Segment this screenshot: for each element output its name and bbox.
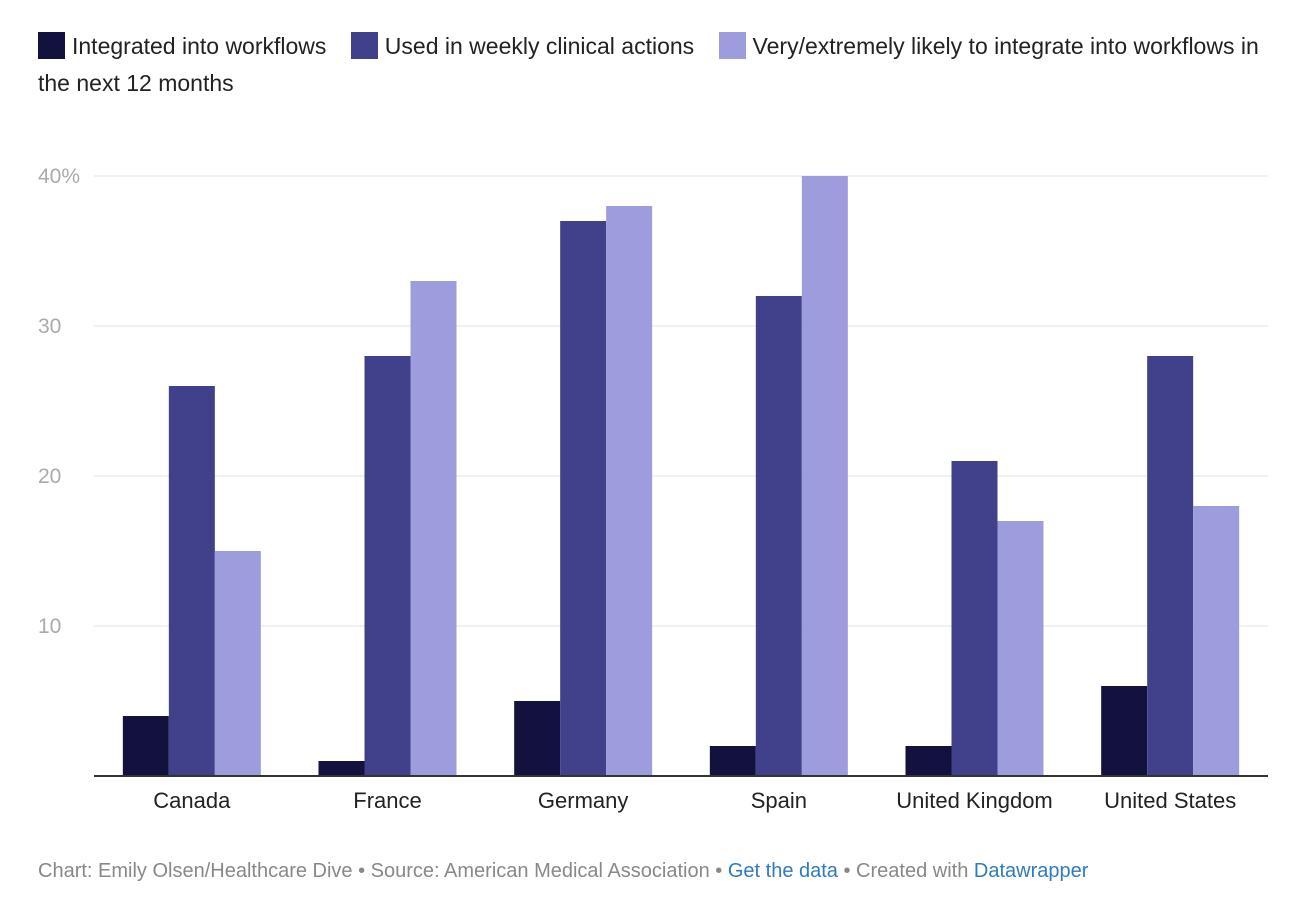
bar-united-states-series-1 xyxy=(1101,686,1148,776)
x-label-united-states: United States xyxy=(1104,788,1236,813)
legend-swatch-weekly xyxy=(350,32,378,59)
get-the-data-link[interactable]: Get the data xyxy=(727,860,838,882)
legend-swatch-likely xyxy=(718,32,746,59)
legend-item-weekly: Used in weekly clinical actions xyxy=(350,32,695,59)
footer-credit: Chart: Emily Olsen/Healthcare Dive • Sou… xyxy=(38,860,728,882)
bar-united-states-series-2 xyxy=(1147,356,1194,776)
bar-canada-series-1 xyxy=(122,716,169,776)
legend-swatch-integrated xyxy=(38,32,65,59)
y-tick-label-10: 10 xyxy=(38,615,61,638)
legend: Integrated into workflows Used in weekly… xyxy=(38,28,1268,102)
x-label-united-kingdom: United Kingdom xyxy=(896,788,1053,813)
legend-item-integrated: Integrated into workflows xyxy=(38,32,327,59)
chart-footer: Chart: Emily Olsen/Healthcare Dive • Sou… xyxy=(38,860,1088,883)
bar-united-kingdom-series-1 xyxy=(905,746,952,776)
bar-germany-series-2 xyxy=(560,221,607,776)
bar-germany-series-3 xyxy=(606,206,653,776)
y-tick-label-20: 20 xyxy=(38,465,61,488)
legend-label-integrated: Integrated into workflows xyxy=(72,33,327,59)
bar-spain-series-1 xyxy=(709,746,756,776)
bar-chart: 10 20 30 40% Canada France Germany Spain United … xyxy=(38,165,1268,813)
bar-germany-series-1 xyxy=(514,701,561,776)
y-tick-label-40: 40% xyxy=(38,165,80,188)
x-label-germany: Germany xyxy=(538,788,628,813)
x-label-france: France xyxy=(353,788,421,813)
bar-france-series-2 xyxy=(364,356,411,776)
y-tick-label-30: 30 xyxy=(38,315,61,338)
bar-spain-series-3 xyxy=(801,176,848,776)
legend-label-weekly: Used in weekly clinical actions xyxy=(384,33,695,59)
x-label-canada: Canada xyxy=(153,788,231,813)
bar-united-states-series-3 xyxy=(1193,506,1240,776)
legend-item-likely: Very/extremely likely to integrate into … xyxy=(38,32,1259,96)
footer-created-with: • Created with xyxy=(837,860,974,882)
bar-united-kingdom-series-2 xyxy=(951,461,998,776)
datawrapper-link[interactable]: Datawrapper xyxy=(973,860,1089,882)
bar-france-series-3 xyxy=(410,281,457,776)
bar-canada-series-3 xyxy=(214,551,261,776)
x-label-spain: Spain xyxy=(751,788,807,813)
bar-spain-series-2 xyxy=(755,296,802,776)
legend-label-likely: Very/extremely likely to integrate into … xyxy=(38,33,1259,96)
bar-united-kingdom-series-3 xyxy=(997,521,1044,776)
bar-france-series-1 xyxy=(318,761,365,776)
bar-canada-series-2 xyxy=(168,386,215,776)
